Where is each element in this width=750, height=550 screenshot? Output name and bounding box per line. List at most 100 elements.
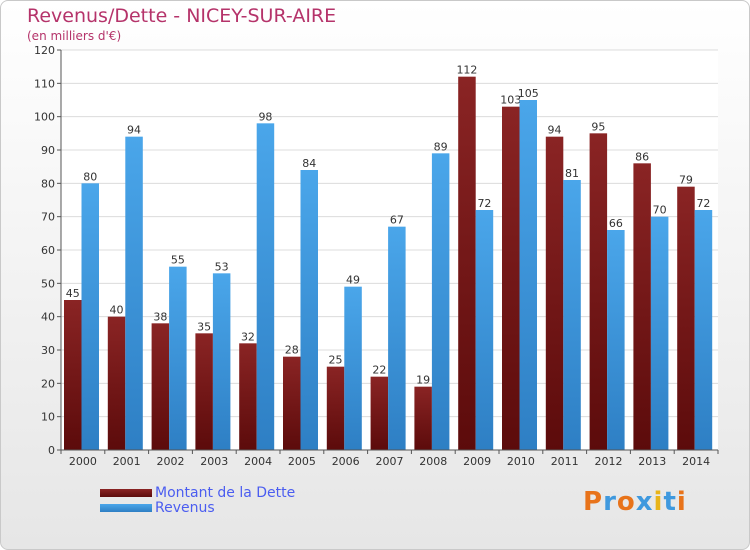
y-tick-label: 90 <box>41 144 55 157</box>
legend-swatch-dette <box>100 489 152 497</box>
y-tick-label: 30 <box>41 344 55 357</box>
data-label-dette: 32 <box>241 330 255 343</box>
data-label-dette: 38 <box>153 310 167 323</box>
data-label-dette: 35 <box>197 320 211 333</box>
data-label-dette: 22 <box>372 364 386 377</box>
data-label-revenus: 66 <box>609 217 623 230</box>
bar-dette <box>195 333 213 450</box>
data-label-revenus: 72 <box>477 197 491 210</box>
data-label-revenus: 55 <box>171 254 185 267</box>
data-label-dette: 40 <box>110 304 124 317</box>
bar-revenus <box>650 216 669 450</box>
bar-dette <box>283 356 301 450</box>
bar-revenus <box>607 230 625 450</box>
y-tick-label: 80 <box>41 177 55 190</box>
y-tick-label: 10 <box>41 411 55 424</box>
data-label-dette: 79 <box>679 174 693 187</box>
data-label-dette: 28 <box>285 344 299 357</box>
x-tick-label: 2002 <box>157 455 185 468</box>
data-label-dette: 95 <box>591 120 605 133</box>
data-label-revenus: 72 <box>696 197 710 210</box>
data-label-revenus: 98 <box>258 110 272 123</box>
bars: 45 80 40 94 38 55 35 53 32 98 28 84 25 49 22 67 19 89 112 7… <box>64 64 713 451</box>
logo-letter: t <box>663 487 677 517</box>
x-axis: 2000 2001 2002 2003 2004 2005 2006 2007 2008 2009… <box>60 449 719 468</box>
bar-dette <box>107 316 126 450</box>
bar-revenus <box>212 273 231 450</box>
bar-dette <box>502 106 520 451</box>
bar-dette <box>370 376 389 450</box>
data-label-revenus: 80 <box>83 170 97 183</box>
x-tick-label: 2003 <box>200 455 228 468</box>
bar-dette <box>326 366 345 450</box>
data-label-revenus: 67 <box>390 214 404 227</box>
data-label-dette: 86 <box>635 150 649 163</box>
y-tick-label: 20 <box>41 377 55 390</box>
logo-letter: i <box>676 487 687 517</box>
logo-letter: x <box>635 487 654 517</box>
legend-label-revenus: Revenus <box>155 500 215 516</box>
x-tick-label: 2006 <box>332 455 360 468</box>
x-tick-label: 2014 <box>682 455 710 468</box>
bar-revenus <box>256 123 275 450</box>
bar-dette <box>64 300 82 450</box>
x-tick-label: 2000 <box>69 455 97 468</box>
chart-subtitle: (en milliers d'€) <box>27 29 122 43</box>
bar-revenus <box>519 100 537 450</box>
bar-revenus <box>125 136 143 450</box>
logo-letter: P <box>583 487 604 517</box>
x-tick-label: 2009 <box>463 455 491 468</box>
bar-revenus <box>344 286 362 450</box>
bar-revenus <box>563 180 581 450</box>
bar-dette <box>633 163 651 451</box>
y-axis: 0 10 20 30 40 50 60 70 80 90 100 110 120 <box>34 44 62 457</box>
bar-dette <box>151 323 170 450</box>
bar-dette <box>589 133 608 451</box>
data-label-revenus: 94 <box>127 124 141 137</box>
data-label-revenus: 49 <box>346 274 360 287</box>
bar-revenus <box>81 183 99 451</box>
data-label-revenus: 81 <box>565 167 579 180</box>
legend-label-dette: Montant de la Dette <box>155 485 296 501</box>
x-tick-label: 2004 <box>244 455 272 468</box>
logo-letter: o <box>616 487 636 517</box>
y-tick-label: 0 <box>48 444 55 457</box>
x-tick-label: 2008 <box>419 455 447 468</box>
y-tick-label: 50 <box>41 277 55 290</box>
y-tick-label: 110 <box>34 77 55 90</box>
bar-revenus <box>300 170 318 450</box>
y-tick-label: 100 <box>34 111 55 124</box>
data-label-revenus: 53 <box>215 260 229 273</box>
data-label-dette: 94 <box>548 124 562 137</box>
bar-revenus <box>694 210 713 450</box>
bar-dette <box>239 343 257 450</box>
bar-dette <box>677 186 695 450</box>
x-tick-label: 2010 <box>507 455 535 468</box>
x-tick-label: 2007 <box>376 455 404 468</box>
data-label-dette: 45 <box>66 287 80 300</box>
proxiti-logo: Proxiti <box>583 487 687 517</box>
bar-dette <box>458 76 476 451</box>
data-label-revenus: 105 <box>518 87 539 100</box>
legend-swatch-revenus <box>100 504 152 512</box>
data-label-revenus: 84 <box>302 157 316 170</box>
x-tick-label: 2005 <box>288 455 316 468</box>
chart-title: Revenus/Dette - NICEY-SUR-AIRE <box>27 5 337 27</box>
data-label-revenus: 70 <box>653 204 667 217</box>
x-tick-label: 2011 <box>551 455 579 468</box>
x-tick-label: 2013 <box>638 455 666 468</box>
bar-revenus <box>475 210 494 450</box>
x-tick-label: 2012 <box>595 455 623 468</box>
logo-letter: r <box>603 487 617 517</box>
y-tick-label: 120 <box>34 44 55 57</box>
bar-dette <box>414 386 432 450</box>
bar-revenus <box>388 226 406 450</box>
y-tick-label: 40 <box>41 311 55 324</box>
x-tick-label: 2001 <box>113 455 141 468</box>
bar-revenus <box>169 266 187 450</box>
bar-revenus <box>431 153 450 451</box>
y-tick-label: 70 <box>41 211 55 224</box>
data-label-dette: 25 <box>329 354 343 367</box>
y-tick-label: 60 <box>41 244 55 257</box>
